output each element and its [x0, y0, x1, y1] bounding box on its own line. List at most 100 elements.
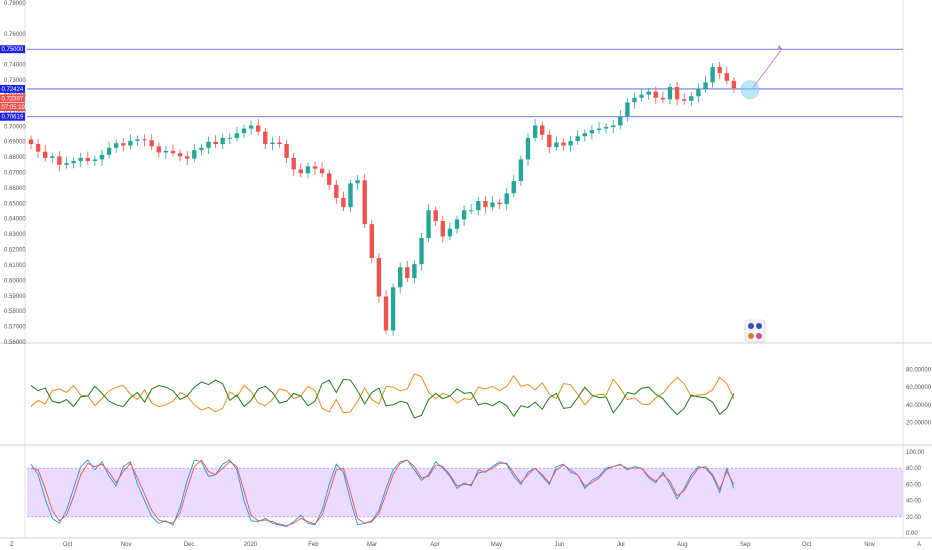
- candle-body: [106, 147, 112, 155]
- candle-body: [469, 210, 474, 212]
- stochastic-axis-tick-label: 20.00: [906, 515, 922, 521]
- highlight-circle: [740, 80, 760, 100]
- candle-body: [660, 97, 666, 100]
- timezone-icon[interactable]: Z: [10, 542, 14, 548]
- price-tag: [0, 84, 25, 93]
- candle-body: [603, 127, 609, 129]
- price-axis-tick-label: 0.61000: [4, 263, 26, 269]
- candle-body: [554, 142, 559, 148]
- price-tag: [0, 94, 25, 103]
- oscillator-line-green: [30, 378, 735, 419]
- candle-body: [170, 150, 176, 154]
- level-tag-label: 0.70619: [2, 115, 24, 121]
- price-axis-tick-label: 0.71000: [4, 109, 26, 115]
- candle-body: [121, 143, 126, 146]
- level-tag: [0, 45, 25, 54]
- stochastic-axis-tick-label: 100.00: [906, 450, 925, 456]
- candle-body: [398, 267, 403, 288]
- time-axis-tick-label: Jul: [617, 542, 625, 548]
- candle-body: [639, 94, 644, 98]
- price-pane[interactable]: 0.780000.760000.740000.730000.720000.710…: [0, 1, 903, 346]
- candle-body: [525, 137, 531, 160]
- indicator-badge-icon[interactable]: [744, 319, 766, 343]
- level-tag: [0, 112, 25, 121]
- price-axis-tick-label: 0.69000: [4, 140, 26, 146]
- candle-body: [646, 91, 651, 95]
- candle-body: [142, 139, 147, 141]
- candle-body: [532, 125, 538, 138]
- candle-body: [71, 160, 76, 164]
- stochastic-pane[interactable]: 100.00 80.00 60.00 40.00 20.00 0.00: [27, 450, 925, 537]
- candle-body: [291, 157, 296, 170]
- projection-arrowhead: [777, 44, 782, 50]
- price-axis-tick-label: 0.74000: [4, 63, 26, 69]
- time-axis[interactable]: Oct Nov Dec 2020 Feb Mar Apr May Jun Jul Aug Sep Oct…: [63, 542, 875, 548]
- oscillator-axis-tick-label: 60.00000: [906, 385, 932, 391]
- price-axis-tick-label: 0.68000: [4, 155, 26, 161]
- candle-body: [440, 221, 445, 237]
- price-tag-label: 0.72424: [2, 87, 24, 93]
- time-axis-tick-label: Feb: [308, 542, 319, 548]
- candle-body: [348, 183, 353, 208]
- candle-body: [220, 137, 225, 144]
- time-axis-tick-label: Nov: [864, 542, 875, 548]
- candle-body: [248, 125, 254, 129]
- candle-body: [717, 66, 722, 74]
- candle-body: [114, 143, 119, 148]
- candle-body: [319, 168, 325, 174]
- candle-body: [99, 154, 105, 160]
- candle-body: [596, 128, 602, 131]
- candle-body: [163, 150, 169, 153]
- candle-body: [177, 153, 183, 157]
- price-axis-tick-label: 0.66000: [4, 186, 26, 192]
- candle-body: [632, 97, 637, 103]
- level-tag-label: 0.75000: [2, 47, 24, 53]
- candle-body: [461, 210, 467, 220]
- time-axis-tick-label: Mar: [367, 542, 377, 548]
- candle-body: [426, 210, 431, 238]
- candle-body: [263, 131, 268, 144]
- candle-body: [241, 128, 247, 134]
- candle-body: [419, 237, 424, 265]
- candle-body: [298, 169, 303, 174]
- candle-body: [85, 157, 90, 161]
- candle-body: [433, 210, 438, 222]
- projection-arrow: [751, 48, 783, 90]
- candle-body: [376, 258, 382, 297]
- candle-body: [518, 159, 524, 181]
- time-axis-tick-label: Jun: [554, 542, 564, 548]
- candle-body: [277, 142, 282, 144]
- time-axis-tick-label: Apr: [430, 542, 439, 548]
- price-axis-tick-label: 0.57000: [4, 325, 26, 331]
- auto-scale-icon[interactable]: A: [917, 542, 921, 548]
- candle-body: [206, 141, 211, 148]
- time-axis-tick-label: May: [491, 542, 502, 548]
- candle-body: [227, 137, 232, 139]
- candle-body: [334, 184, 339, 198]
- candle-body: [703, 82, 708, 89]
- price-axis-tick-label: 0.56000: [4, 340, 26, 346]
- candle-body: [710, 66, 715, 83]
- candle-body: [589, 130, 595, 134]
- candle-body: [234, 133, 240, 138]
- candle-body: [483, 201, 488, 208]
- candle-body: [50, 156, 55, 158]
- candle-body: [199, 147, 204, 151]
- price-axis-tick-label: 0.64000: [4, 217, 26, 223]
- candle-body: [43, 151, 48, 158]
- price-tag: [0, 103, 25, 112]
- time-axis-tick-label: Sep: [740, 542, 751, 548]
- candle-body: [57, 156, 62, 165]
- candle-body: [135, 139, 140, 141]
- candle-body: [689, 96, 694, 101]
- candle-body: [682, 99, 687, 101]
- oscillator-pane[interactable]: 80.00000 60.00000 40.00000 20.00000: [30, 368, 932, 427]
- candle-body: [618, 116, 623, 126]
- price-axis-tick-label: 0.78000: [4, 1, 26, 7]
- time-axis-tick-label: Dec: [184, 542, 195, 548]
- candle-body: [390, 287, 396, 331]
- stochastic-d-line: [30, 459, 735, 527]
- candle-body: [674, 86, 680, 100]
- candle-body: [504, 193, 509, 205]
